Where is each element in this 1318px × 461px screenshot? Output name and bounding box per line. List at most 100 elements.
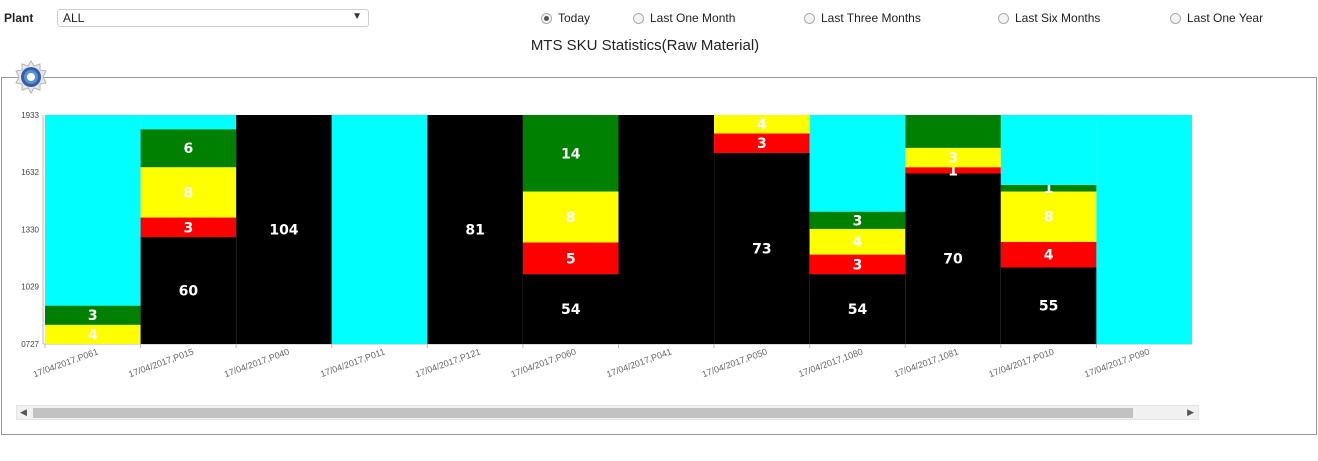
bar-segment[interactable] bbox=[140, 167, 237, 218]
y-tick-label: 1632 bbox=[21, 168, 39, 177]
radio-dot-icon[interactable] bbox=[1170, 12, 1181, 24]
bar-segment[interactable] bbox=[522, 191, 619, 243]
plant-label: Plant bbox=[4, 11, 34, 25]
bar-segment[interactable] bbox=[809, 254, 906, 275]
bar-segment[interactable] bbox=[714, 115, 810, 134]
x-tick-label: 17/04/2017,P015 bbox=[127, 346, 195, 379]
x-tick-label: 17/04/2017,P040 bbox=[223, 346, 291, 379]
scroll-right-icon[interactable]: ▶ bbox=[1187, 407, 1194, 417]
bar-segment[interactable] bbox=[905, 173, 1001, 344]
x-tick-label: 17/04/2017,P010 bbox=[987, 346, 1055, 379]
bar-data-label: 1 bbox=[1044, 181, 1054, 197]
y-tick-label: 1029 bbox=[21, 283, 39, 292]
bar-segment[interactable] bbox=[522, 242, 619, 275]
radio-dot-icon[interactable] bbox=[541, 12, 552, 24]
x-tick-label: 17/04/2017,P121 bbox=[414, 346, 482, 379]
bar-data-label: 8 bbox=[184, 185, 194, 201]
radio-dot-icon[interactable] bbox=[998, 12, 1009, 24]
bar-segment[interactable] bbox=[236, 115, 332, 344]
x-tick-label: 17/04/2017,1081 bbox=[893, 346, 960, 379]
bar-segment[interactable] bbox=[1000, 115, 1097, 185]
scroll-left-icon[interactable]: ◀ bbox=[20, 407, 27, 417]
bar-segment[interactable] bbox=[1000, 241, 1097, 268]
bar-segment[interactable] bbox=[45, 305, 141, 325]
bar-segment[interactable] bbox=[618, 115, 715, 344]
y-tick-label: 1330 bbox=[21, 226, 39, 235]
bar-segment[interactable] bbox=[809, 211, 906, 229]
bar-segment[interactable] bbox=[140, 237, 237, 344]
chart-title: MTS SKU Statistics(Raw Material) bbox=[530, 37, 760, 54]
bar-data-label: 60 bbox=[179, 284, 199, 300]
scrollbar-thumb[interactable] bbox=[33, 408, 1133, 418]
chart-frame bbox=[1, 77, 1317, 435]
bar-segment[interactable] bbox=[1096, 115, 1192, 344]
bar-data-label: 3 bbox=[757, 136, 767, 152]
radio-last-one-month[interactable]: Last One Month bbox=[633, 11, 735, 25]
bar-segment[interactable] bbox=[809, 228, 906, 255]
radio-dot-icon[interactable] bbox=[804, 12, 815, 24]
y-tick-label: 1933 bbox=[21, 111, 39, 120]
radio-today[interactable]: Today bbox=[541, 11, 590, 25]
bar-data-label: 6 bbox=[184, 141, 194, 157]
bar-data-label: 81 bbox=[465, 223, 484, 239]
bar-segment[interactable] bbox=[1000, 191, 1097, 242]
bar-data-label: 8 bbox=[566, 210, 576, 226]
plant-select-value: ALL bbox=[63, 11, 85, 25]
x-tick-label: 17/04/2017,P061 bbox=[32, 346, 100, 379]
bar-segment[interactable] bbox=[427, 115, 523, 344]
bar-segment[interactable] bbox=[45, 324, 141, 344]
radio-last-three-months[interactable]: Last Three Months bbox=[804, 11, 921, 25]
x-tick-label: 17/04/2017,P041 bbox=[605, 346, 673, 379]
bar-data-label: 14 bbox=[561, 146, 581, 162]
bar-data-label: 1 bbox=[948, 163, 958, 179]
bar-segment[interactable] bbox=[714, 152, 810, 344]
x-tick-label: 17/04/2017,1080 bbox=[797, 346, 864, 379]
radio-label: Last Six Months bbox=[1015, 11, 1101, 25]
bar-data-label: 4 bbox=[1044, 248, 1054, 264]
y-tick-label: 0727 bbox=[21, 340, 39, 349]
plant-select[interactable]: ALL ▼ bbox=[57, 9, 369, 27]
radio-dot-icon[interactable] bbox=[633, 12, 644, 24]
horizontal-scrollbar[interactable]: ◀ ▶ bbox=[16, 405, 1199, 420]
bar-segment[interactable] bbox=[905, 147, 1001, 168]
bar-data-label: 4 bbox=[853, 235, 863, 251]
bar-data-label: 5 bbox=[566, 251, 576, 267]
radio-last-six-months[interactable]: Last Six Months bbox=[998, 11, 1100, 25]
bar-data-label: 54 bbox=[848, 302, 868, 318]
bar-segment[interactable] bbox=[140, 129, 237, 168]
bar-data-label: 3 bbox=[853, 213, 863, 229]
bar-segment[interactable] bbox=[905, 167, 1001, 174]
bar-data-label: 3 bbox=[948, 151, 958, 167]
bar-data-label: 4 bbox=[88, 327, 98, 343]
bar-data-label: 3 bbox=[184, 220, 194, 236]
bar-data-label: 3 bbox=[853, 257, 863, 273]
radio-label: Last Three Months bbox=[821, 11, 921, 25]
radio-label: Today bbox=[558, 11, 591, 25]
bar-segment[interactable] bbox=[522, 274, 619, 344]
bar-segment[interactable] bbox=[522, 115, 619, 192]
bar-segment[interactable] bbox=[140, 115, 237, 130]
x-tick-label: 17/04/2017,P011 bbox=[319, 346, 386, 379]
bar-data-label: 3 bbox=[88, 308, 98, 324]
x-tick-label: 17/04/2017,P090 bbox=[1083, 346, 1151, 379]
bar-segment[interactable] bbox=[809, 274, 906, 344]
radio-label: Last One Year bbox=[1187, 11, 1264, 25]
bar-segment[interactable] bbox=[905, 115, 1001, 148]
bar-segment[interactable] bbox=[140, 217, 237, 238]
x-tick-label: 17/04/2017,P060 bbox=[510, 346, 578, 379]
bar-segment[interactable] bbox=[1000, 267, 1097, 344]
settings-gear-icon[interactable] bbox=[14, 60, 48, 94]
bar-data-label: 73 bbox=[752, 241, 771, 257]
bar-data-label: 104 bbox=[269, 223, 298, 239]
bar-data-label: 70 bbox=[943, 252, 963, 268]
bar-segment[interactable] bbox=[45, 115, 141, 306]
bar-segment[interactable] bbox=[331, 115, 428, 344]
bar-segment[interactable] bbox=[1000, 184, 1097, 192]
bar-data-label: 54 bbox=[561, 302, 581, 318]
bar-data-label: 55 bbox=[1039, 299, 1058, 315]
bar-segment[interactable] bbox=[714, 133, 810, 153]
bar-segment[interactable] bbox=[809, 115, 906, 212]
radio-last-one-year[interactable]: Last One Year bbox=[1170, 11, 1263, 25]
radio-label: Last One Month bbox=[650, 11, 736, 25]
